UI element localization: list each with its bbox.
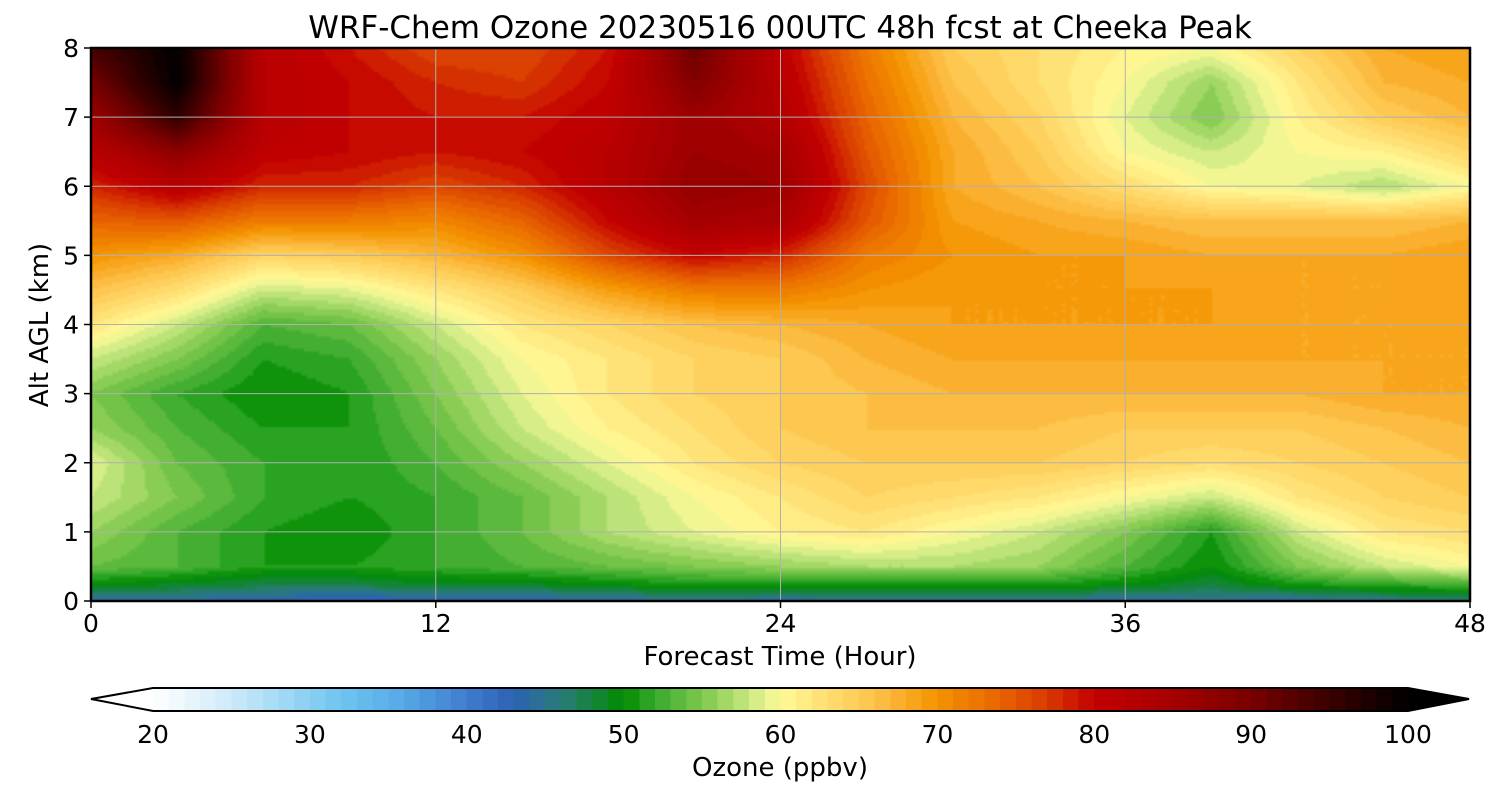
colorbar-tick-label: 70 <box>921 720 953 749</box>
y-axis-label: Alt AGL (km) <box>25 243 55 407</box>
colorbar-extend-high <box>1408 688 1469 711</box>
x-tick-label: 12 <box>420 609 452 638</box>
y-tick-label: 5 <box>63 241 79 270</box>
x-axis-label: Forecast Time (Hour) <box>643 642 916 672</box>
x-tick-label: 48 <box>1454 609 1486 638</box>
colorbar-tick-label: 50 <box>608 720 640 749</box>
colorbar-tick-label: 20 <box>137 720 169 749</box>
y-tick-label: 1 <box>63 518 79 547</box>
colorbar-extend-low <box>91 688 153 711</box>
colorbar-tick-label: 90 <box>1235 720 1267 749</box>
grid-lines <box>91 48 1470 601</box>
y-tick-label: 2 <box>63 449 79 478</box>
y-tick-label: 3 <box>63 380 79 409</box>
x-axis-ticks: 0 12 24 36 48 <box>83 601 1486 638</box>
colorbar-tick-label: 30 <box>294 720 326 749</box>
colorbar: 20 30 40 50 60 70 80 90 100 Ozone (ppbv) <box>90 687 1470 783</box>
colorbar-tick-label: 80 <box>1078 720 1110 749</box>
y-tick-label: 4 <box>63 311 79 340</box>
y-tick-label: 8 <box>63 34 79 63</box>
chart-title: WRF-Chem Ozone 20230516 00UTC 48h fcst a… <box>308 10 1252 46</box>
colorbar-tick-label: 40 <box>451 720 483 749</box>
y-tick-label: 6 <box>63 172 79 201</box>
y-tick-label: 7 <box>63 103 79 132</box>
x-tick-label: 24 <box>765 609 797 638</box>
x-tick-label: 36 <box>1109 609 1141 638</box>
y-tick-label: 0 <box>63 587 79 616</box>
x-tick-label: 0 <box>83 609 99 638</box>
colorbar-ticks: 20 30 40 50 60 70 80 90 100 <box>137 720 1432 749</box>
colorbar-label: Ozone (ppbv) <box>692 753 868 783</box>
colorbar-tick-label: 100 <box>1384 720 1432 749</box>
y-axis-ticks: 0 1 2 3 4 5 6 7 8 <box>63 34 91 616</box>
colorbar-tick-label: 60 <box>765 720 797 749</box>
colorbar-gradient <box>153 688 1408 711</box>
colorbar-outline <box>90 687 1470 712</box>
